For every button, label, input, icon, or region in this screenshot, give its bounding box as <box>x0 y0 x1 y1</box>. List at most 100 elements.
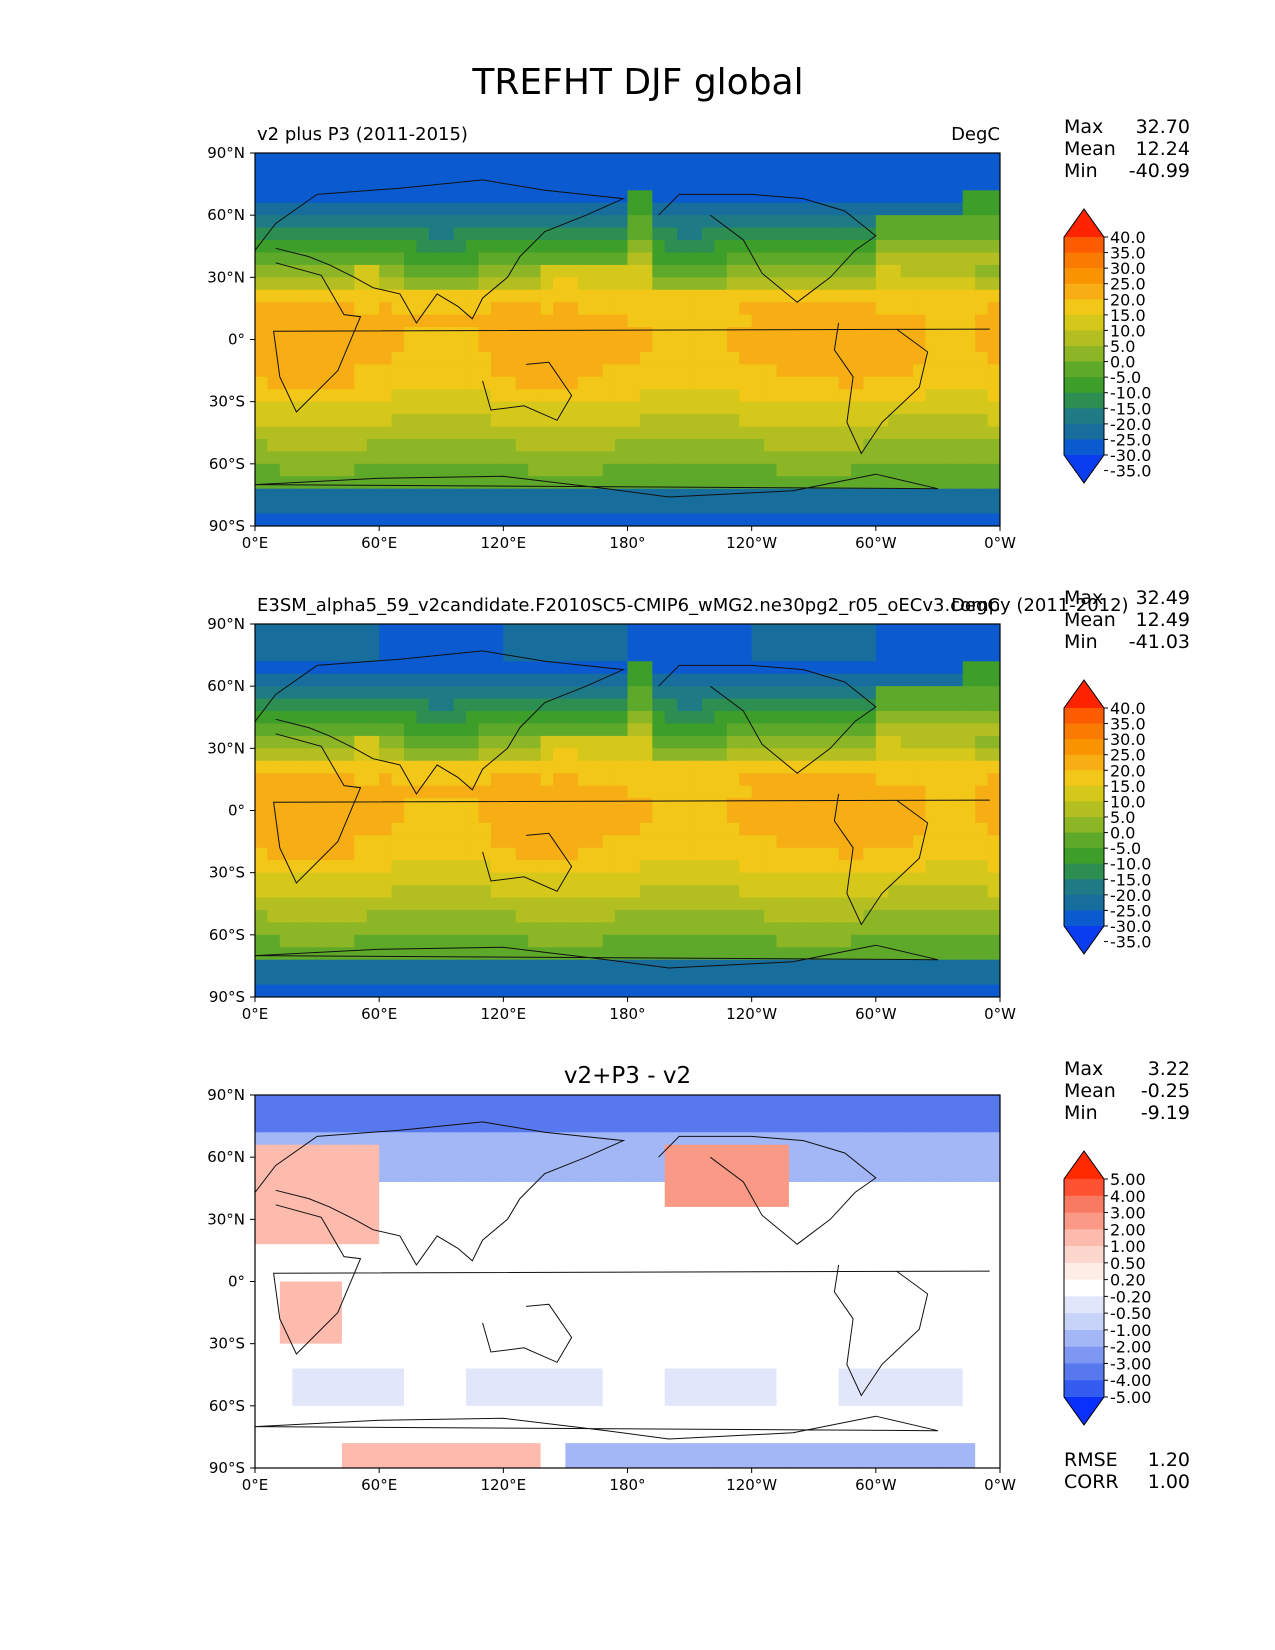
colorbar-label: -30.0 <box>1110 917 1151 936</box>
colorbar-segment <box>1064 1195 1104 1214</box>
map-panel-2: 0°E 60°E 120°E 180° 120°W 60°W 0°W 90°N 60°N 30°N… <box>207 587 1190 1023</box>
y-tick-label: 90°S <box>209 517 245 535</box>
colorbar-label: -20.0 <box>1110 415 1151 434</box>
coastline <box>273 733 990 884</box>
x-tick-label: 0°E <box>242 1005 269 1023</box>
colorbar-label: 0.0 <box>1110 353 1135 372</box>
stat-value: 32.70 <box>1136 116 1190 138</box>
stat-label: Min <box>1064 631 1098 653</box>
y-tick-label: 30°S <box>209 1335 245 1353</box>
colorbar-label: 15.0 <box>1110 306 1146 325</box>
colorbar-segment <box>1064 299 1104 316</box>
colorbar-label: -5.0 <box>1110 839 1141 858</box>
coastlines <box>254 1121 990 1440</box>
coastline <box>658 664 877 774</box>
colorbar-label: -15.0 <box>1110 870 1151 889</box>
colorbar-label: 20.0 <box>1110 761 1146 780</box>
colorbar-segment <box>1064 1212 1104 1230</box>
colorbar-label: -25.0 <box>1110 901 1151 920</box>
stat-value: -9.19 <box>1141 1102 1190 1124</box>
colorbar-segment <box>1064 863 1104 880</box>
coastline <box>833 793 929 926</box>
panel-title-left: E3SM_alpha5_59_v2candidate.F2010SC5-CMIP… <box>257 595 1129 616</box>
colorbar-label: 25.0 <box>1110 746 1146 765</box>
x-tick-label: 60°E <box>361 534 397 552</box>
stat-value: -40.99 <box>1129 160 1190 182</box>
y-tick-label: 30°S <box>209 864 245 882</box>
colorbar-segment <box>1064 832 1104 849</box>
stat-label: Min <box>1064 160 1098 182</box>
x-tick-label: 60°W <box>855 1005 897 1023</box>
colorbar-label: -35.0 <box>1110 462 1151 481</box>
colorbar-segment <box>1064 252 1104 269</box>
colorbar-label: 40.0 <box>1110 699 1146 718</box>
colorbar-label: 40.0 <box>1110 228 1146 247</box>
colorbar-label: 30.0 <box>1110 259 1146 278</box>
colorbar-label: -5.0 <box>1110 368 1141 387</box>
stat-value: -41.03 <box>1129 631 1190 653</box>
x-tick-label: 180° <box>609 1476 645 1494</box>
colorbar-label: 15.0 <box>1110 777 1146 796</box>
colorbar-label: -10.0 <box>1110 855 1151 874</box>
coastline <box>658 1135 877 1245</box>
colorbar-segment <box>1064 408 1104 425</box>
colorbar-segment <box>1064 1279 1104 1297</box>
stat-label: Min <box>1064 1102 1098 1124</box>
colorbar: 40.035.030.025.020.015.010.05.00.0-5.0-1… <box>1063 208 1151 484</box>
colorbar-label: 3.00 <box>1110 1204 1146 1223</box>
x-tick-label: 180° <box>609 1005 645 1023</box>
colorbar-label: 5.0 <box>1110 337 1135 356</box>
colorbar-segment <box>1064 1179 1104 1197</box>
y-tick-label: 90°S <box>209 988 245 1006</box>
colorbar-label: -1.00 <box>1110 1321 1151 1340</box>
colorbar-extend-min <box>1064 455 1104 483</box>
y-tick-label: 60°N <box>207 1148 245 1166</box>
coastline <box>833 322 929 455</box>
colorbar-segment <box>1064 392 1104 409</box>
colorbar-segment <box>1064 423 1104 440</box>
colorbar-segment <box>1064 894 1104 911</box>
stat-label: Mean <box>1064 1080 1116 1102</box>
colorbar-label: 10.0 <box>1110 321 1146 340</box>
x-tick-label: 60°W <box>855 1476 897 1494</box>
x-tick-label: 60°E <box>361 1476 397 1494</box>
extra-stat-value: 1.20 <box>1148 1449 1190 1471</box>
stat-value: -0.25 <box>1141 1080 1190 1102</box>
coastlines <box>254 650 990 969</box>
colorbar-segment <box>1064 723 1104 740</box>
stat-label: Max <box>1064 587 1103 609</box>
x-tick-label: 120°W <box>726 1476 777 1494</box>
panels: 0°E 60°E 120°E 180° 120°W 60°W 0°W 90°N 60°N 30°N… <box>207 116 1190 1494</box>
x-tick-label: 0°W <box>984 1005 1016 1023</box>
extra-stat-value: 1.00 <box>1148 1471 1190 1493</box>
x-tick-label: 60°E <box>361 1005 397 1023</box>
colorbar-label: 0.20 <box>1110 1271 1146 1290</box>
x-tick-label: 0°E <box>242 1476 269 1494</box>
colorbar-label: -10.0 <box>1110 384 1151 403</box>
colorbar-segment <box>1064 361 1104 378</box>
panel-units: DegC <box>951 124 1000 145</box>
colorbar-extend-min <box>1064 926 1104 954</box>
coastline <box>482 361 573 421</box>
x-tick-label: 120°E <box>481 1005 527 1023</box>
colorbar-label: -5.00 <box>1110 1388 1151 1407</box>
colorbar-segment <box>1064 330 1104 347</box>
x-tick-label: 120°W <box>726 1005 777 1023</box>
coastline <box>658 193 877 303</box>
colorbar-label: -0.50 <box>1110 1304 1151 1323</box>
coastline <box>273 1204 990 1355</box>
map-field <box>255 1095 1000 1468</box>
extra-stat-label: RMSE <box>1064 1449 1118 1471</box>
coastline <box>482 832 573 892</box>
stat-value: 12.49 <box>1136 609 1190 631</box>
stat-value: 3.22 <box>1148 1058 1190 1080</box>
coastline <box>833 1264 929 1397</box>
colorbar-label: -4.00 <box>1110 1371 1151 1390</box>
y-tick-label: 60°S <box>209 926 245 944</box>
colorbar-label: 0.50 <box>1110 1254 1146 1273</box>
colorbar-label: 2.00 <box>1110 1220 1146 1239</box>
colorbar-extend-max <box>1064 209 1104 237</box>
colorbar-segment <box>1064 314 1104 331</box>
colorbar-segment <box>1064 754 1104 771</box>
